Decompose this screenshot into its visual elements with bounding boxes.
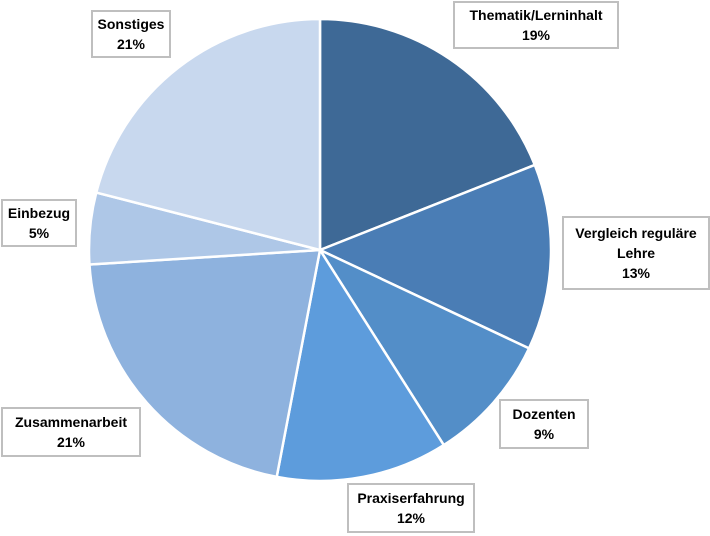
pie-slice-thematik-lerninhalt [318, 17, 537, 252]
data-label-category: Einbezug [8, 205, 70, 221]
data-label-percent: 12% [397, 510, 426, 526]
data-label-thematik-lerninhalt: Thematik/Lerninhalt 19% [453, 1, 619, 49]
data-label-category: Vergleich reguläre [575, 225, 697, 241]
data-label-einbezug: Einbezug 5% [1, 199, 77, 247]
pie-slice-dozenten [318, 248, 531, 447]
data-label-category: Sonstiges [98, 16, 165, 32]
callout-box [91, 10, 171, 58]
pie-slices [87, 17, 553, 483]
data-label-dozenten: Dozenten 9% [499, 399, 589, 449]
data-label-percent: 21% [57, 434, 86, 450]
data-label-category: Lehre [617, 245, 655, 261]
data-label-sonstiges: Sonstiges 21% [91, 10, 171, 58]
callout-box [1, 199, 77, 247]
pie-slice-vergleich-regulaere-lehre [318, 163, 553, 350]
data-label-percent: 19% [522, 27, 551, 43]
data-label-category: Praxiserfahrung [357, 490, 464, 506]
data-label-praxiserfahrung: Praxiserfahrung 12% [347, 483, 475, 533]
data-label-vergleich-regulaere-lehre: Vergleich reguläre Lehre 13% [562, 216, 710, 290]
pie-slice-zusammenarbeit [88, 248, 322, 479]
data-label-category: Thematik/Lerninhalt [469, 7, 602, 23]
callout-box [347, 483, 475, 533]
pie-slice-sonstiges [95, 17, 322, 252]
data-label-zusammenarbeit: Zusammenarbeit 21% [1, 407, 141, 457]
callout-box [562, 216, 710, 290]
pie-slice-praxiserfahrung [275, 248, 446, 483]
callout-box [453, 1, 619, 49]
data-label-percent: 5% [29, 225, 50, 241]
data-label-percent: 13% [622, 265, 651, 281]
callout-box [1, 407, 141, 457]
data-label-category: Zusammenarbeit [15, 414, 127, 430]
callout-box [499, 399, 589, 449]
data-label-percent: 21% [117, 36, 146, 52]
data-label-percent: 9% [534, 426, 555, 442]
data-label-category: Dozenten [513, 406, 576, 422]
